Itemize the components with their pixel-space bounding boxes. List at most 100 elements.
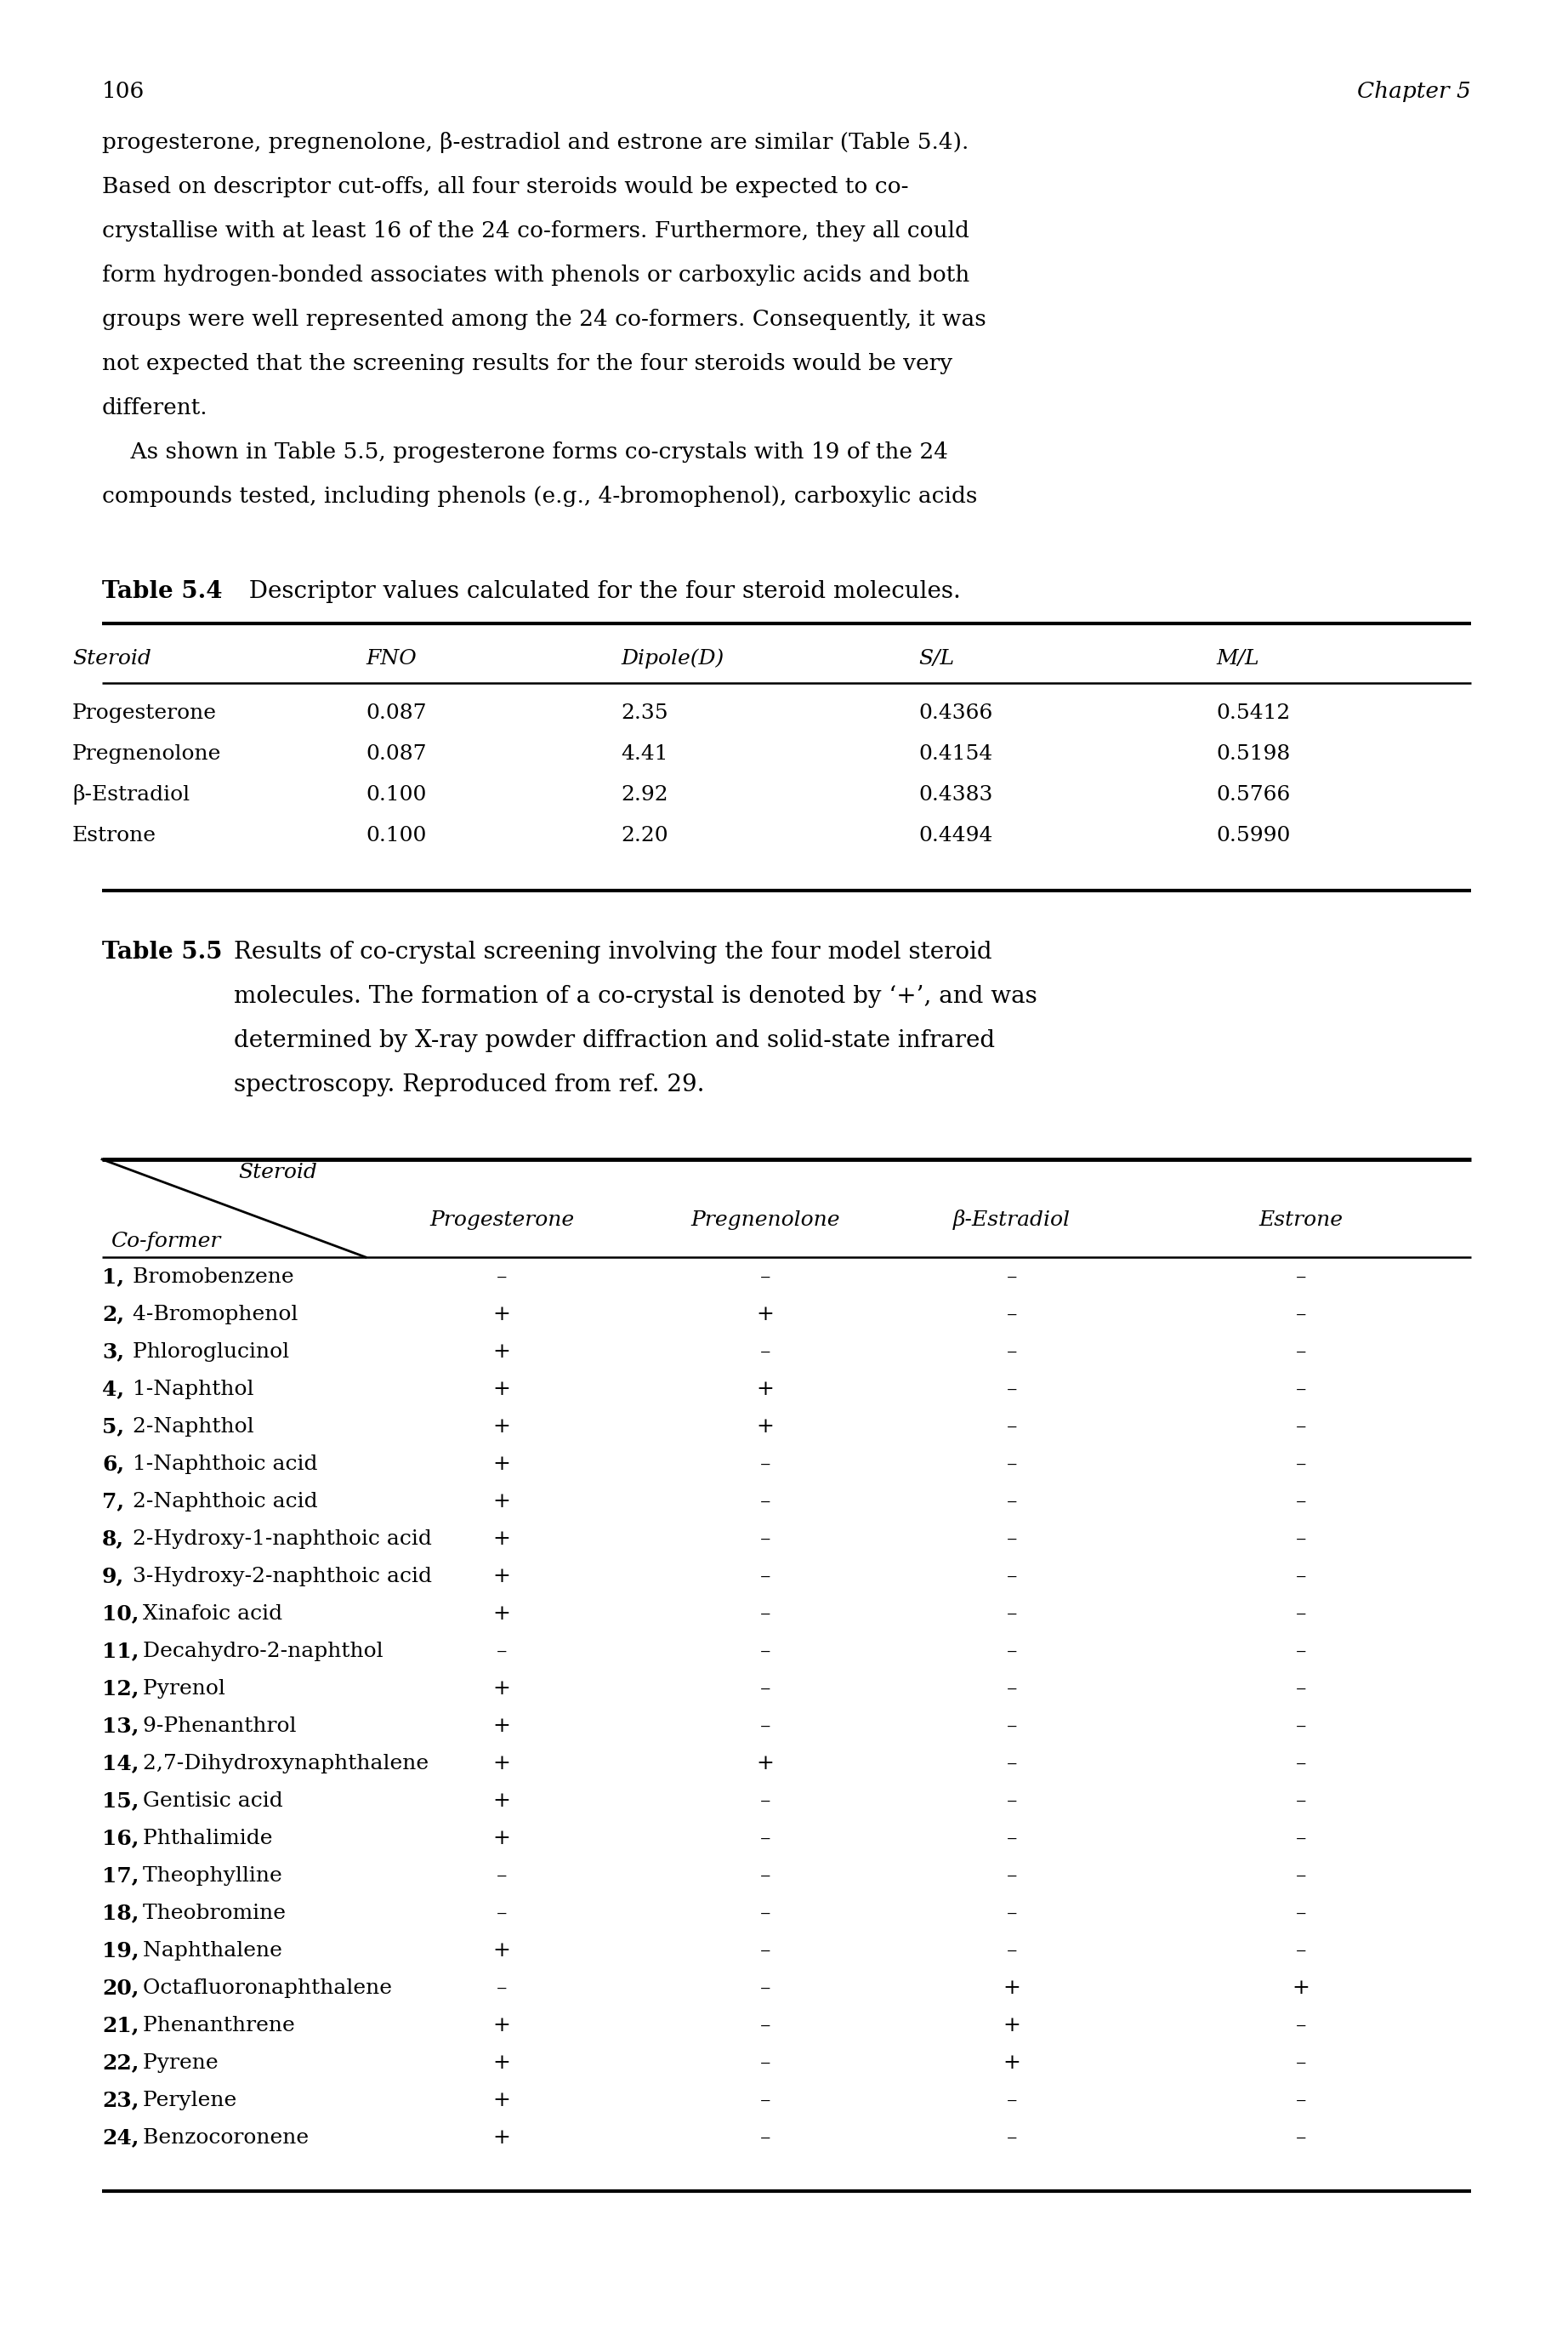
Text: compounds tested, including phenols (e.g., 4-bromophenol), carboxylic acids: compounds tested, including phenols (e.g… [102, 487, 977, 508]
Text: –: – [760, 1493, 770, 1512]
Text: –: – [760, 2128, 770, 2149]
Text: –: – [1007, 1754, 1018, 1773]
Text: Steroid: Steroid [72, 649, 151, 668]
Text: –: – [497, 1267, 506, 1286]
Text: –: – [1007, 1679, 1018, 1700]
Text: 2.35: 2.35 [621, 703, 668, 724]
Text: 0.4494: 0.4494 [919, 825, 993, 846]
Text: Results of co-crystal screening involving the four model steroid: Results of co-crystal screening involvin… [234, 940, 993, 964]
Text: Steroid: Steroid [238, 1164, 317, 1183]
Text: 1-Naphthol: 1-Naphthol [125, 1380, 254, 1399]
Text: 3,: 3, [102, 1342, 124, 1361]
Text: 13,: 13, [102, 1716, 140, 1735]
Text: +: + [492, 1566, 511, 1587]
Text: M/L: M/L [1215, 649, 1259, 668]
Text: spectroscopy. Reproduced from ref. 29.: spectroscopy. Reproduced from ref. 29. [234, 1074, 704, 1096]
Text: –: – [1295, 1942, 1306, 1961]
Text: 10,: 10, [102, 1603, 140, 1625]
Text: +: + [492, 1380, 511, 1399]
Text: –: – [760, 1716, 770, 1735]
Text: –: – [1007, 1305, 1018, 1324]
Text: 2-Hydroxy-1-naphthoic acid: 2-Hydroxy-1-naphthoic acid [125, 1531, 431, 1549]
Text: +: + [756, 1754, 775, 1773]
Text: –: – [1007, 1942, 1018, 1961]
Text: 6,: 6, [102, 1453, 124, 1474]
Text: 14,: 14, [102, 1754, 140, 1773]
Text: –: – [1295, 1754, 1306, 1773]
Text: –: – [760, 2052, 770, 2074]
Text: Phenanthrene: Phenanthrene [136, 2015, 295, 2036]
Text: 9,: 9, [102, 1566, 124, 1587]
Text: 2,: 2, [102, 1305, 124, 1324]
Text: –: – [1295, 1455, 1306, 1474]
Text: 18,: 18, [102, 1902, 140, 1923]
Text: Progesterone: Progesterone [430, 1211, 574, 1230]
Text: –: – [1295, 2128, 1306, 2149]
Text: –: – [1295, 1716, 1306, 1735]
Text: –: – [497, 1867, 506, 1886]
Text: 16,: 16, [102, 1827, 140, 1848]
Text: –: – [760, 1904, 770, 1923]
Text: –: – [1295, 2015, 1306, 2036]
Text: 0.087: 0.087 [365, 703, 426, 724]
Text: –: – [1295, 1380, 1306, 1399]
Text: Table 5.5: Table 5.5 [102, 940, 223, 964]
Text: FNO: FNO [365, 649, 417, 668]
Text: +: + [492, 1754, 511, 1773]
Text: +: + [1004, 2052, 1021, 2074]
Text: 1,: 1, [102, 1267, 124, 1286]
Text: –: – [760, 1942, 770, 1961]
Text: β-Estradiol: β-Estradiol [953, 1208, 1071, 1230]
Text: As shown in Table 5.5, progesterone forms co-crystals with 19 of the 24: As shown in Table 5.5, progesterone form… [102, 442, 949, 463]
Text: –: – [1007, 1829, 1018, 1848]
Text: –: – [1295, 1305, 1306, 1324]
Text: –: – [760, 1980, 770, 1998]
Text: 0.5766: 0.5766 [1215, 785, 1290, 804]
Text: 4.41: 4.41 [621, 745, 668, 764]
Text: +: + [756, 1380, 775, 1399]
Text: –: – [1007, 1641, 1018, 1662]
Text: –: – [1007, 1904, 1018, 1923]
Text: +: + [492, 1791, 511, 1810]
Text: 4,: 4, [102, 1378, 124, 1399]
Text: Octafluoronaphthalene: Octafluoronaphthalene [136, 1980, 392, 1998]
Text: 15,: 15, [102, 1791, 140, 1810]
Text: 17,: 17, [102, 1864, 140, 1886]
Text: –: – [1295, 1679, 1306, 1700]
Text: –: – [1295, 1342, 1306, 1361]
Text: +: + [492, 1716, 511, 1735]
Text: Naphthalene: Naphthalene [136, 1942, 282, 1961]
Text: –: – [1295, 1267, 1306, 1286]
Text: –: – [760, 1679, 770, 1700]
Text: 19,: 19, [102, 1940, 140, 1961]
Text: –: – [1295, 1829, 1306, 1848]
Text: –: – [1007, 2090, 1018, 2111]
Text: +: + [756, 1418, 775, 1436]
Text: 22,: 22, [102, 2052, 140, 2074]
Text: –: – [1295, 1603, 1306, 1625]
Text: 0.4366: 0.4366 [919, 703, 993, 724]
Text: +: + [492, 1493, 511, 1512]
Text: crystallise with at least 16 of the 24 co-formers. Furthermore, they all could: crystallise with at least 16 of the 24 c… [102, 221, 969, 242]
Text: 1-Naphthoic acid: 1-Naphthoic acid [125, 1455, 318, 1474]
Text: –: – [497, 1904, 506, 1923]
Text: 20,: 20, [102, 1977, 140, 1998]
Text: 106: 106 [102, 80, 144, 101]
Text: +: + [756, 1305, 775, 1324]
Text: 0.5412: 0.5412 [1215, 703, 1290, 724]
Text: +: + [492, 1531, 511, 1549]
Text: +: + [492, 1603, 511, 1625]
Text: +: + [492, 1455, 511, 1474]
Text: +: + [492, 1342, 511, 1361]
Text: Estrone: Estrone [1259, 1211, 1344, 1230]
Text: –: – [1007, 1342, 1018, 1361]
Text: 2,7-Dihydroxynaphthalene: 2,7-Dihydroxynaphthalene [136, 1754, 428, 1773]
Text: 9-Phenanthrol: 9-Phenanthrol [136, 1716, 296, 1735]
Text: 11,: 11, [102, 1641, 140, 1662]
Text: form hydrogen-bonded associates with phenols or carboxylic acids and both: form hydrogen-bonded associates with phe… [102, 266, 969, 287]
Text: –: – [760, 1641, 770, 1662]
Text: Pyrene: Pyrene [136, 2052, 218, 2074]
Text: 0.100: 0.100 [365, 785, 426, 804]
Text: –: – [1007, 1380, 1018, 1399]
Text: –: – [1007, 1867, 1018, 1886]
